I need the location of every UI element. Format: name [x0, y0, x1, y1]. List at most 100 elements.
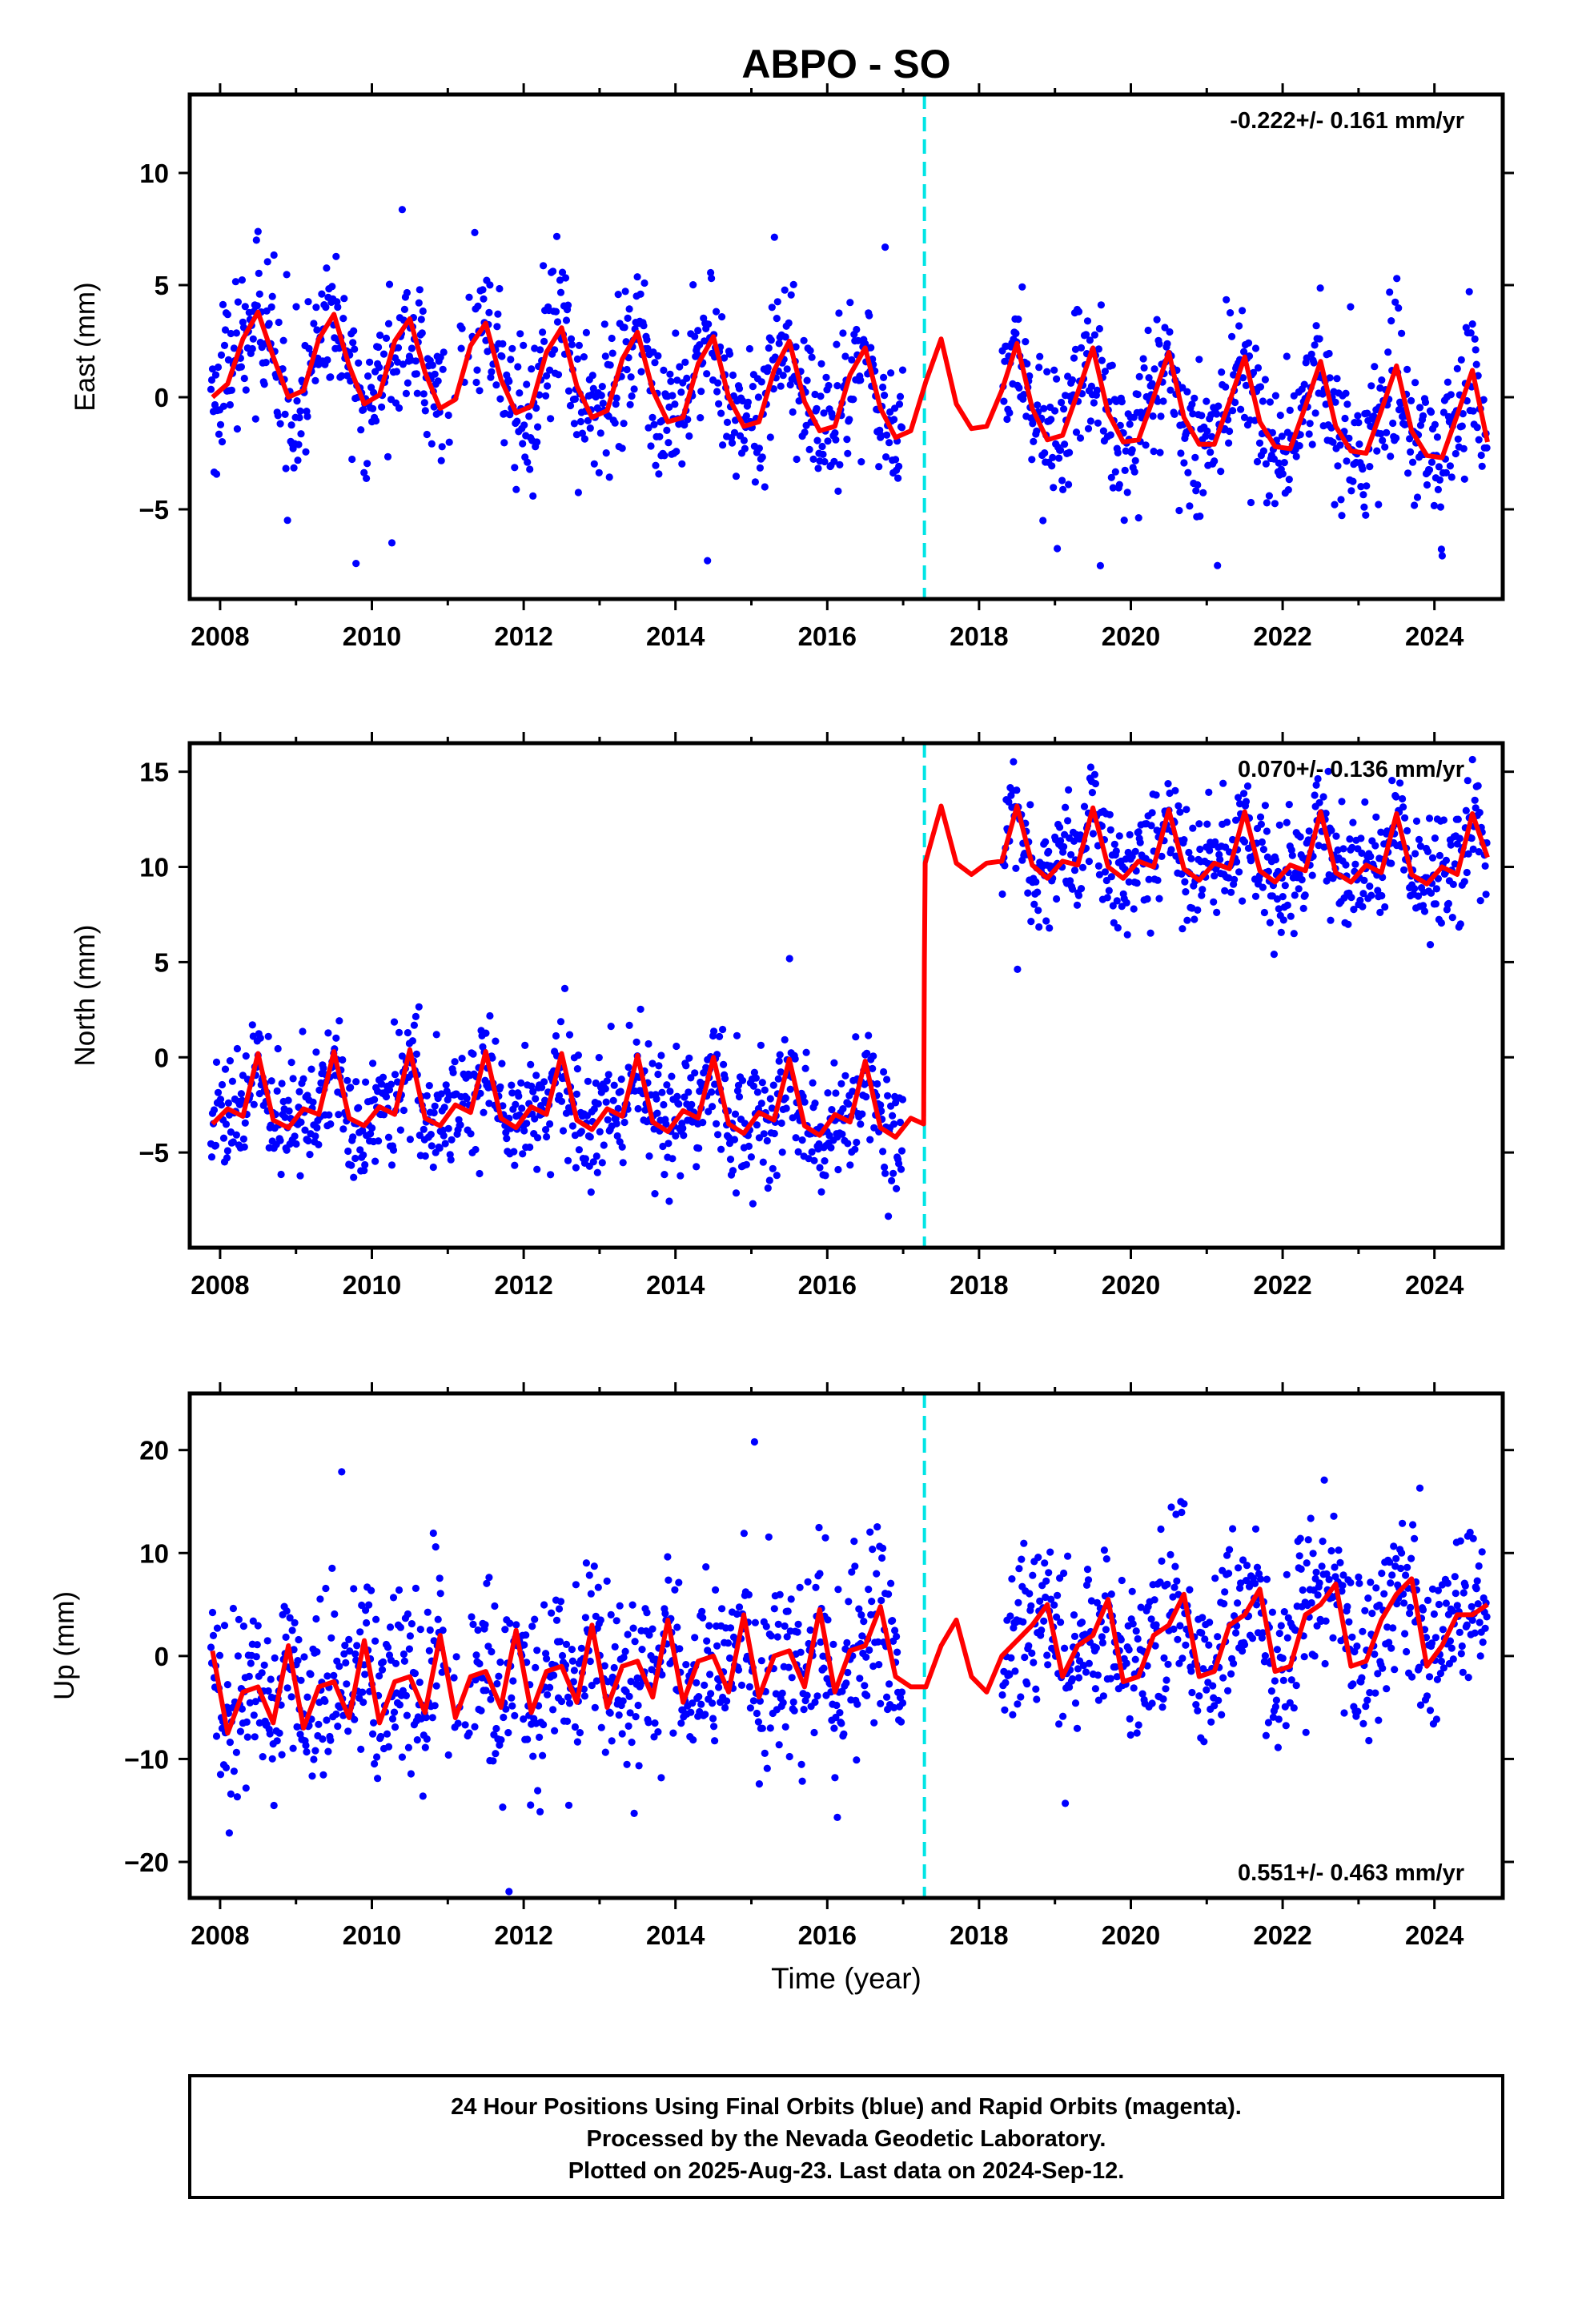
- data-point: [603, 1077, 611, 1085]
- data-point: [576, 1729, 584, 1737]
- data-point: [533, 1647, 541, 1655]
- data-point: [391, 1723, 400, 1731]
- data-point: [1460, 1589, 1468, 1597]
- data-point: [857, 376, 865, 384]
- data-point: [1481, 1624, 1489, 1632]
- data-point: [1274, 1743, 1282, 1751]
- data-point: [685, 1054, 693, 1062]
- data-point: [831, 429, 839, 437]
- data-point: [675, 1100, 683, 1108]
- data-point: [766, 1724, 774, 1732]
- data-point: [296, 1172, 304, 1180]
- data-point: [1215, 1696, 1223, 1704]
- data-point: [441, 1140, 449, 1148]
- data-point: [1349, 818, 1357, 826]
- data-point: [1327, 916, 1335, 924]
- data-point: [1025, 1642, 1033, 1650]
- data-point: [897, 1165, 905, 1173]
- data-point: [1434, 1586, 1442, 1594]
- data-point: [1390, 1542, 1398, 1550]
- data-point: [1203, 1686, 1211, 1694]
- data-point: [1355, 440, 1363, 448]
- data-point: [274, 412, 282, 420]
- data-point: [1427, 458, 1436, 466]
- data-point: [643, 336, 651, 344]
- data-point: [378, 403, 386, 411]
- data-point: [1473, 1577, 1481, 1585]
- data-point: [1482, 891, 1490, 899]
- data-point: [1055, 454, 1063, 462]
- data-point: [1205, 1641, 1213, 1649]
- data-point: [875, 1661, 883, 1669]
- x-tick-label: 2022: [1253, 1270, 1311, 1300]
- data-point: [836, 460, 844, 469]
- data-point: [632, 1713, 640, 1721]
- data-point: [266, 1730, 274, 1738]
- data-point: [288, 1626, 296, 1634]
- data-point: [601, 1748, 609, 1756]
- data-point: [230, 1767, 238, 1775]
- data-point: [1189, 824, 1197, 832]
- data-point: [761, 1086, 769, 1094]
- data-point: [689, 1699, 697, 1707]
- data-point: [359, 1151, 367, 1159]
- data-point: [873, 1523, 881, 1531]
- data-point: [1106, 431, 1114, 439]
- data-point: [369, 1059, 377, 1068]
- data-point: [873, 1570, 881, 1578]
- data-point: [619, 1697, 627, 1705]
- data-point: [444, 1751, 452, 1759]
- data-point: [1283, 1570, 1291, 1578]
- data-point: [283, 271, 291, 279]
- data-point: [767, 1632, 775, 1640]
- data-point: [295, 440, 303, 448]
- data-point: [1435, 851, 1443, 859]
- data-point: [595, 1054, 603, 1062]
- data-point: [1427, 1639, 1436, 1647]
- data-point: [287, 1059, 295, 1067]
- data-point: [431, 370, 439, 378]
- data-point: [423, 430, 431, 439]
- data-point: [316, 1595, 324, 1603]
- data-point: [1094, 1671, 1102, 1679]
- data-point: [577, 1644, 586, 1652]
- data-point: [1477, 451, 1485, 460]
- data-point: [500, 1713, 508, 1722]
- data-point: [549, 1706, 557, 1714]
- data-point: [536, 1807, 544, 1815]
- data-point: [406, 1632, 414, 1640]
- data-point: [1071, 345, 1080, 353]
- data-point: [821, 1172, 829, 1180]
- data-point: [1331, 501, 1339, 509]
- data-point: [709, 1715, 717, 1723]
- data-point: [1323, 877, 1331, 885]
- data-point: [828, 1106, 836, 1114]
- data-point: [626, 1709, 634, 1717]
- data-point: [499, 340, 507, 348]
- data-point: [1329, 1634, 1337, 1642]
- data-point: [546, 1120, 554, 1128]
- data-point: [811, 1100, 819, 1108]
- data-point: [1188, 904, 1196, 912]
- data-point: [1309, 1550, 1317, 1558]
- data-point: [1322, 1617, 1330, 1625]
- data-point: [873, 1080, 881, 1088]
- data-point: [1431, 834, 1439, 842]
- data-point: [558, 268, 567, 276]
- data-point: [705, 1108, 713, 1116]
- data-point: [897, 424, 906, 432]
- data-point: [1475, 1562, 1483, 1570]
- data-point: [717, 409, 725, 417]
- data-point: [879, 383, 887, 392]
- data-point: [1060, 842, 1068, 850]
- data-point: [395, 404, 404, 412]
- data-point: [313, 1648, 321, 1656]
- data-point: [1355, 1579, 1363, 1587]
- x-tick-label: 2012: [494, 1920, 552, 1950]
- data-point: [620, 324, 628, 332]
- data-point: [615, 1711, 623, 1719]
- data-point: [840, 1730, 848, 1738]
- data-point: [350, 1585, 358, 1593]
- data-point: [672, 1132, 680, 1140]
- data-point: [1438, 552, 1446, 560]
